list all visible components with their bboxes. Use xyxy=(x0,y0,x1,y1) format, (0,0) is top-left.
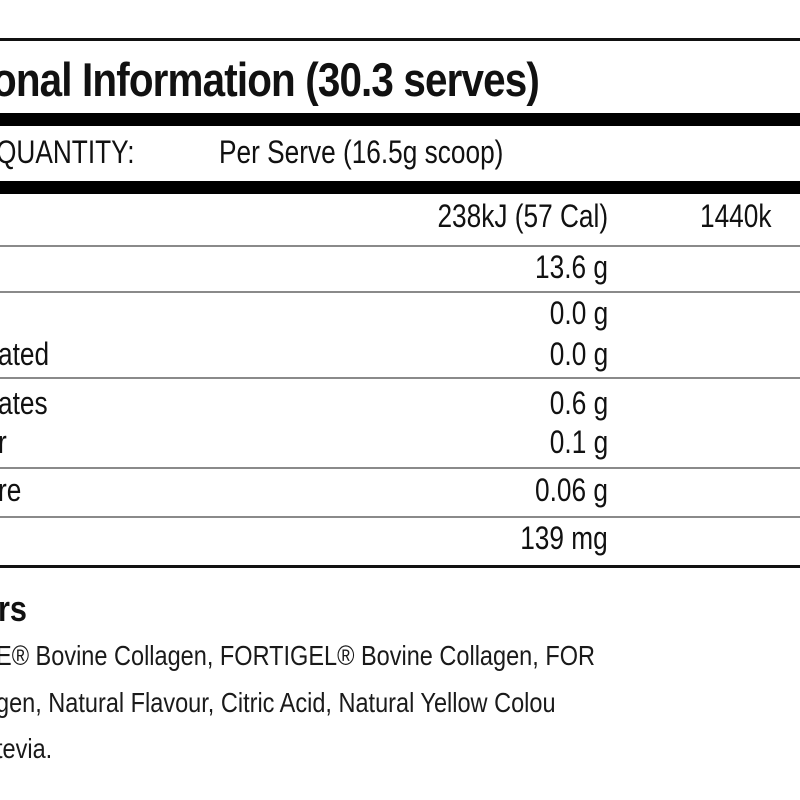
quantity-label: QUANTITY: xyxy=(0,134,135,170)
per-serve-header: Per Serve (16.5g scoop) xyxy=(219,134,504,170)
row-per-serve: 0.6 g xyxy=(549,385,608,421)
row-per-serve: 13.6 g xyxy=(535,249,608,285)
row-label: r xyxy=(0,424,7,461)
row-per-serve: 139 mg xyxy=(520,520,608,556)
row-per-serve: 238kJ (57 Cal) xyxy=(437,198,608,234)
ingredients-heading: rs xyxy=(0,588,27,629)
row-divider xyxy=(0,245,800,247)
row-per-serve: 0.0 g xyxy=(549,336,608,372)
row-divider xyxy=(0,467,800,469)
ingredients-line: E® Bovine Collagen, FORTIGEL® Bovine Col… xyxy=(0,640,595,671)
ingredients-line: tevia. xyxy=(0,733,53,764)
row-per-serve: 0.0 g xyxy=(549,295,608,331)
row-label: re xyxy=(0,472,22,508)
panel-title: onal Information (30.3 serves) xyxy=(0,53,540,106)
row-divider xyxy=(0,291,800,293)
row-label: ates xyxy=(0,385,48,421)
row-per-serve: 0.06 g xyxy=(535,472,608,508)
bottom-border xyxy=(0,565,800,568)
row-per-100g: 1440k xyxy=(700,198,772,234)
ingredients-line: gen, Natural Flavour, Citric Acid, Natur… xyxy=(0,687,556,718)
top-border xyxy=(0,38,800,41)
divider-thick xyxy=(0,181,800,194)
row-label: ated xyxy=(0,336,50,372)
row-divider xyxy=(0,377,800,379)
row-divider xyxy=(0,516,800,518)
divider-thick xyxy=(0,113,800,126)
row-per-serve: 0.1 g xyxy=(549,424,608,460)
